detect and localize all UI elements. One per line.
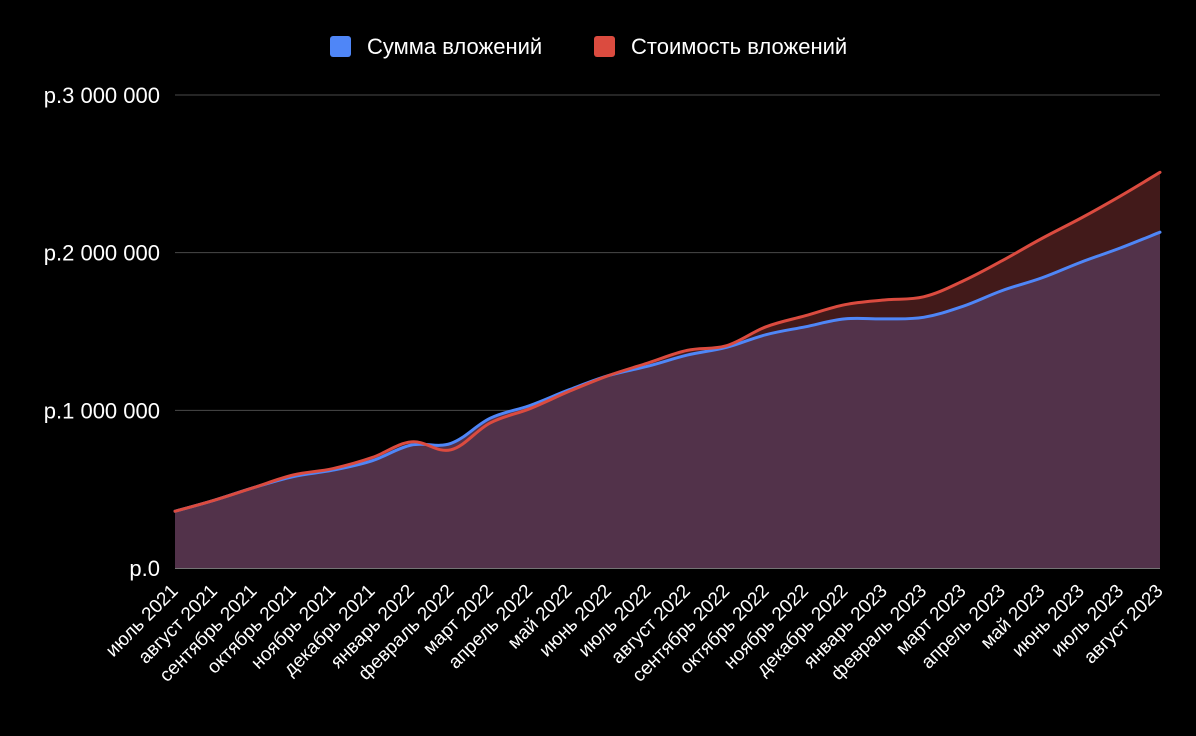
legend-label-value: Стоимость вложений [631, 34, 847, 59]
legend-item-value[interactable]: Стоимость вложений [594, 34, 847, 59]
y-axis-ticks: р.0 р.1 000 000 р.2 000 000 р.3 000 000 [44, 83, 160, 581]
legend-label-sum: Сумма вложений [367, 34, 542, 59]
series-line[interactable] [173, 170, 1162, 513]
series-area [175, 232, 1160, 568]
series-areas [175, 172, 1160, 569]
legend-item-sum[interactable]: Сумма вложений [330, 34, 542, 59]
series-lines [173, 170, 1162, 513]
y-tick-label: р.0 [129, 556, 160, 581]
y-tick-label: р.2 000 000 [44, 241, 160, 266]
series-line[interactable] [173, 230, 1162, 513]
legend-swatch-value [594, 36, 615, 57]
legend: Сумма вложений Стоимость вложений [330, 34, 847, 59]
y-tick-label: р.3 000 000 [44, 83, 160, 108]
y-tick-label: р.1 000 000 [44, 398, 160, 423]
legend-swatch-sum [330, 36, 351, 57]
